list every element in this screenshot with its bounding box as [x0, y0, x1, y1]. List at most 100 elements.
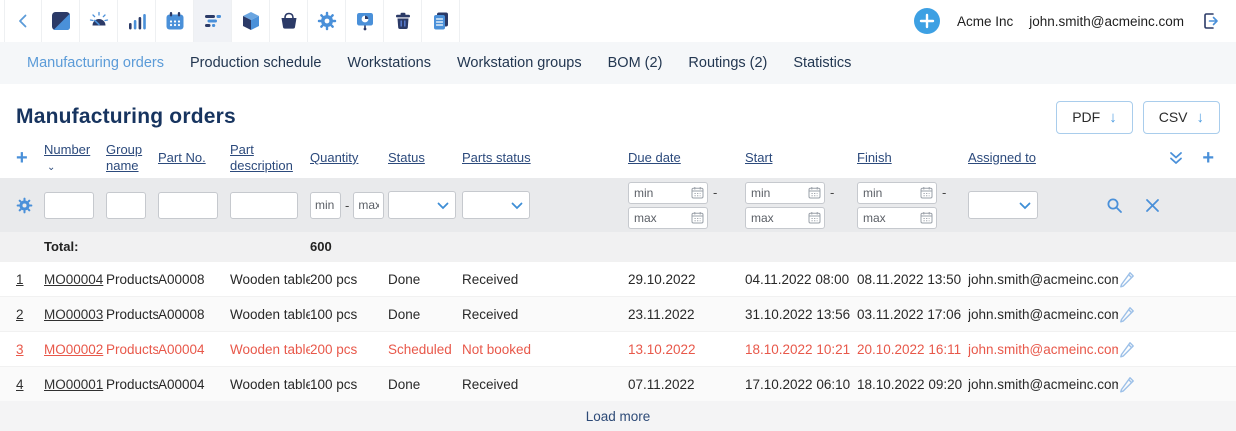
order-number-link[interactable]: MO00003 — [44, 306, 104, 322]
filter-finish-group: - — [857, 181, 968, 229]
quantity: 200 pcs — [310, 341, 358, 357]
row-index-link[interactable]: 1 — [16, 271, 24, 287]
module-nav: Manufacturing orders Production schedule… — [0, 42, 1236, 84]
row-index-link[interactable]: 4 — [16, 376, 24, 392]
range-separator: - — [942, 185, 947, 200]
back-icon[interactable] — [4, 0, 42, 42]
toolbar-right: Acme Inc john.smith@acmeinc.com — [913, 7, 1236, 35]
order-number-link[interactable]: MO00002 — [44, 341, 104, 357]
filter-due-date-max-input[interactable] — [628, 206, 708, 229]
part-no: A00008 — [158, 306, 205, 322]
csv-export-button[interactable]: CSV ↓ — [1142, 100, 1220, 134]
create-new-button[interactable] — [913, 7, 941, 35]
filter-start-min[interactable] — [745, 181, 825, 204]
gear-icon[interactable] — [308, 0, 346, 42]
basket-icon[interactable] — [270, 0, 308, 42]
tab-workstation-groups[interactable]: Workstation groups — [456, 55, 582, 71]
filter-quantity-min-input[interactable] — [310, 191, 341, 219]
col-part-description[interactable]: Part description — [230, 141, 293, 173]
due-date: 23.11.2022 — [628, 306, 695, 322]
filter-group-input[interactable] — [106, 191, 146, 219]
filter-parts-status-select[interactable] — [462, 191, 530, 219]
tab-manufacturing-orders[interactable]: Manufacturing orders — [27, 55, 165, 71]
filter-finish-max[interactable] — [857, 206, 937, 229]
col-assigned-to[interactable]: Assigned to — [968, 149, 1036, 165]
table-row: 1 MO00004 Products A00008 Wooden table 2… — [0, 261, 1236, 296]
clear-filters-icon[interactable] — [1145, 198, 1160, 213]
presentation-chart-icon[interactable] — [346, 0, 384, 42]
parts-status: Not booked — [462, 341, 532, 357]
user-email[interactable]: john.smith@acmeinc.com — [1029, 13, 1184, 29]
pdf-export-button[interactable]: PDF ↓ — [1056, 100, 1133, 134]
col-group-name[interactable]: Group name — [106, 141, 143, 173]
edit-pencil-icon[interactable] — [1118, 270, 1148, 288]
filter-status-select[interactable] — [388, 191, 456, 219]
filter-assigned-to-select[interactable] — [968, 191, 1038, 219]
edit-pencil-icon[interactable] — [1118, 340, 1148, 358]
tab-routings[interactable]: Routings (2) — [688, 55, 768, 71]
tab-workstations[interactable]: Workstations — [347, 55, 431, 71]
collapse-double-chevron-icon[interactable] — [1168, 150, 1184, 166]
tab-bom[interactable]: BOM (2) — [607, 55, 663, 71]
filter-finish-min-input[interactable] — [857, 181, 937, 204]
col-part-no[interactable]: Part No. — [158, 149, 206, 165]
col-parts-status[interactable]: Parts status — [462, 149, 531, 165]
table-row: 3 MO00002 Products A00004 Wooden table 2… — [0, 331, 1236, 366]
filter-quantity-max-input[interactable] — [353, 191, 385, 219]
trash-icon[interactable] — [384, 0, 422, 42]
total-label: Total: — [44, 239, 79, 254]
filter-settings-gear-icon[interactable] — [16, 197, 44, 214]
add-row-icon[interactable]: + — [16, 147, 28, 169]
download-arrow-icon: ↓ — [1196, 108, 1205, 126]
calendar-small-icon — [808, 186, 821, 199]
start-date: 17.10.2022 06:10 — [745, 376, 851, 392]
col-finish[interactable]: Finish — [857, 149, 892, 165]
total-quantity: 600 — [310, 239, 332, 254]
add-column-icon[interactable]: + — [1202, 147, 1214, 169]
load-more-button[interactable]: Load more — [585, 408, 651, 424]
edit-pencil-icon[interactable] — [1118, 305, 1148, 323]
order-number-link[interactable]: MO00001 — [44, 376, 104, 392]
company-name: Acme Inc — [956, 13, 1014, 29]
gantt-icon[interactable] — [194, 0, 232, 42]
filter-part-no-input[interactable] — [158, 191, 218, 219]
search-icon[interactable] — [1106, 197, 1123, 214]
logout-icon[interactable] — [1200, 11, 1220, 31]
filter-finish-min[interactable] — [857, 181, 937, 204]
row-index-link[interactable]: 2 — [16, 306, 24, 322]
col-due-date[interactable]: Due date — [628, 149, 681, 165]
filter-start-max-input[interactable] — [745, 206, 825, 229]
filter-part-description-input[interactable] — [230, 191, 298, 219]
status: Done — [388, 306, 421, 322]
col-number[interactable]: Number⌄ — [44, 141, 91, 173]
edit-pencil-icon[interactable] — [1118, 375, 1148, 393]
filter-start-max[interactable] — [745, 206, 825, 229]
due-date: 07.11.2022 — [628, 376, 695, 392]
col-start[interactable]: Start — [745, 149, 773, 165]
part-no: A00004 — [158, 376, 205, 392]
filter-due-date-min[interactable] — [628, 181, 708, 204]
gauge-icon[interactable] — [80, 0, 118, 42]
filter-due-date-min-input[interactable] — [628, 181, 708, 204]
order-number-link[interactable]: MO00004 — [44, 271, 104, 287]
parts-status: Received — [462, 271, 519, 287]
col-quantity[interactable]: Quantity — [310, 149, 359, 165]
total-row: Total: 600 — [0, 232, 1236, 261]
cube-icon[interactable] — [232, 0, 270, 42]
tab-statistics[interactable]: Statistics — [793, 55, 852, 71]
filter-start-min-input[interactable] — [745, 181, 825, 204]
col-status[interactable]: Status — [388, 149, 425, 165]
documents-icon[interactable] — [422, 0, 460, 42]
part-description: Wooden table — [230, 271, 310, 287]
filter-finish-max-input[interactable] — [857, 206, 937, 229]
table-body: 1 MO00004 Products A00008 Wooden table 2… — [0, 261, 1236, 401]
row-index-link[interactable]: 3 — [16, 341, 24, 357]
filter-number-input[interactable] — [44, 191, 94, 219]
due-date: 13.10.2022 — [628, 341, 696, 357]
calendar-icon[interactable] — [156, 0, 194, 42]
group-name: Products — [106, 271, 158, 287]
filter-due-date-max[interactable] — [628, 206, 708, 229]
app-logo-icon[interactable] — [42, 0, 80, 42]
tab-production-schedule[interactable]: Production schedule — [190, 55, 322, 71]
bar-chart-icon[interactable] — [118, 0, 156, 42]
